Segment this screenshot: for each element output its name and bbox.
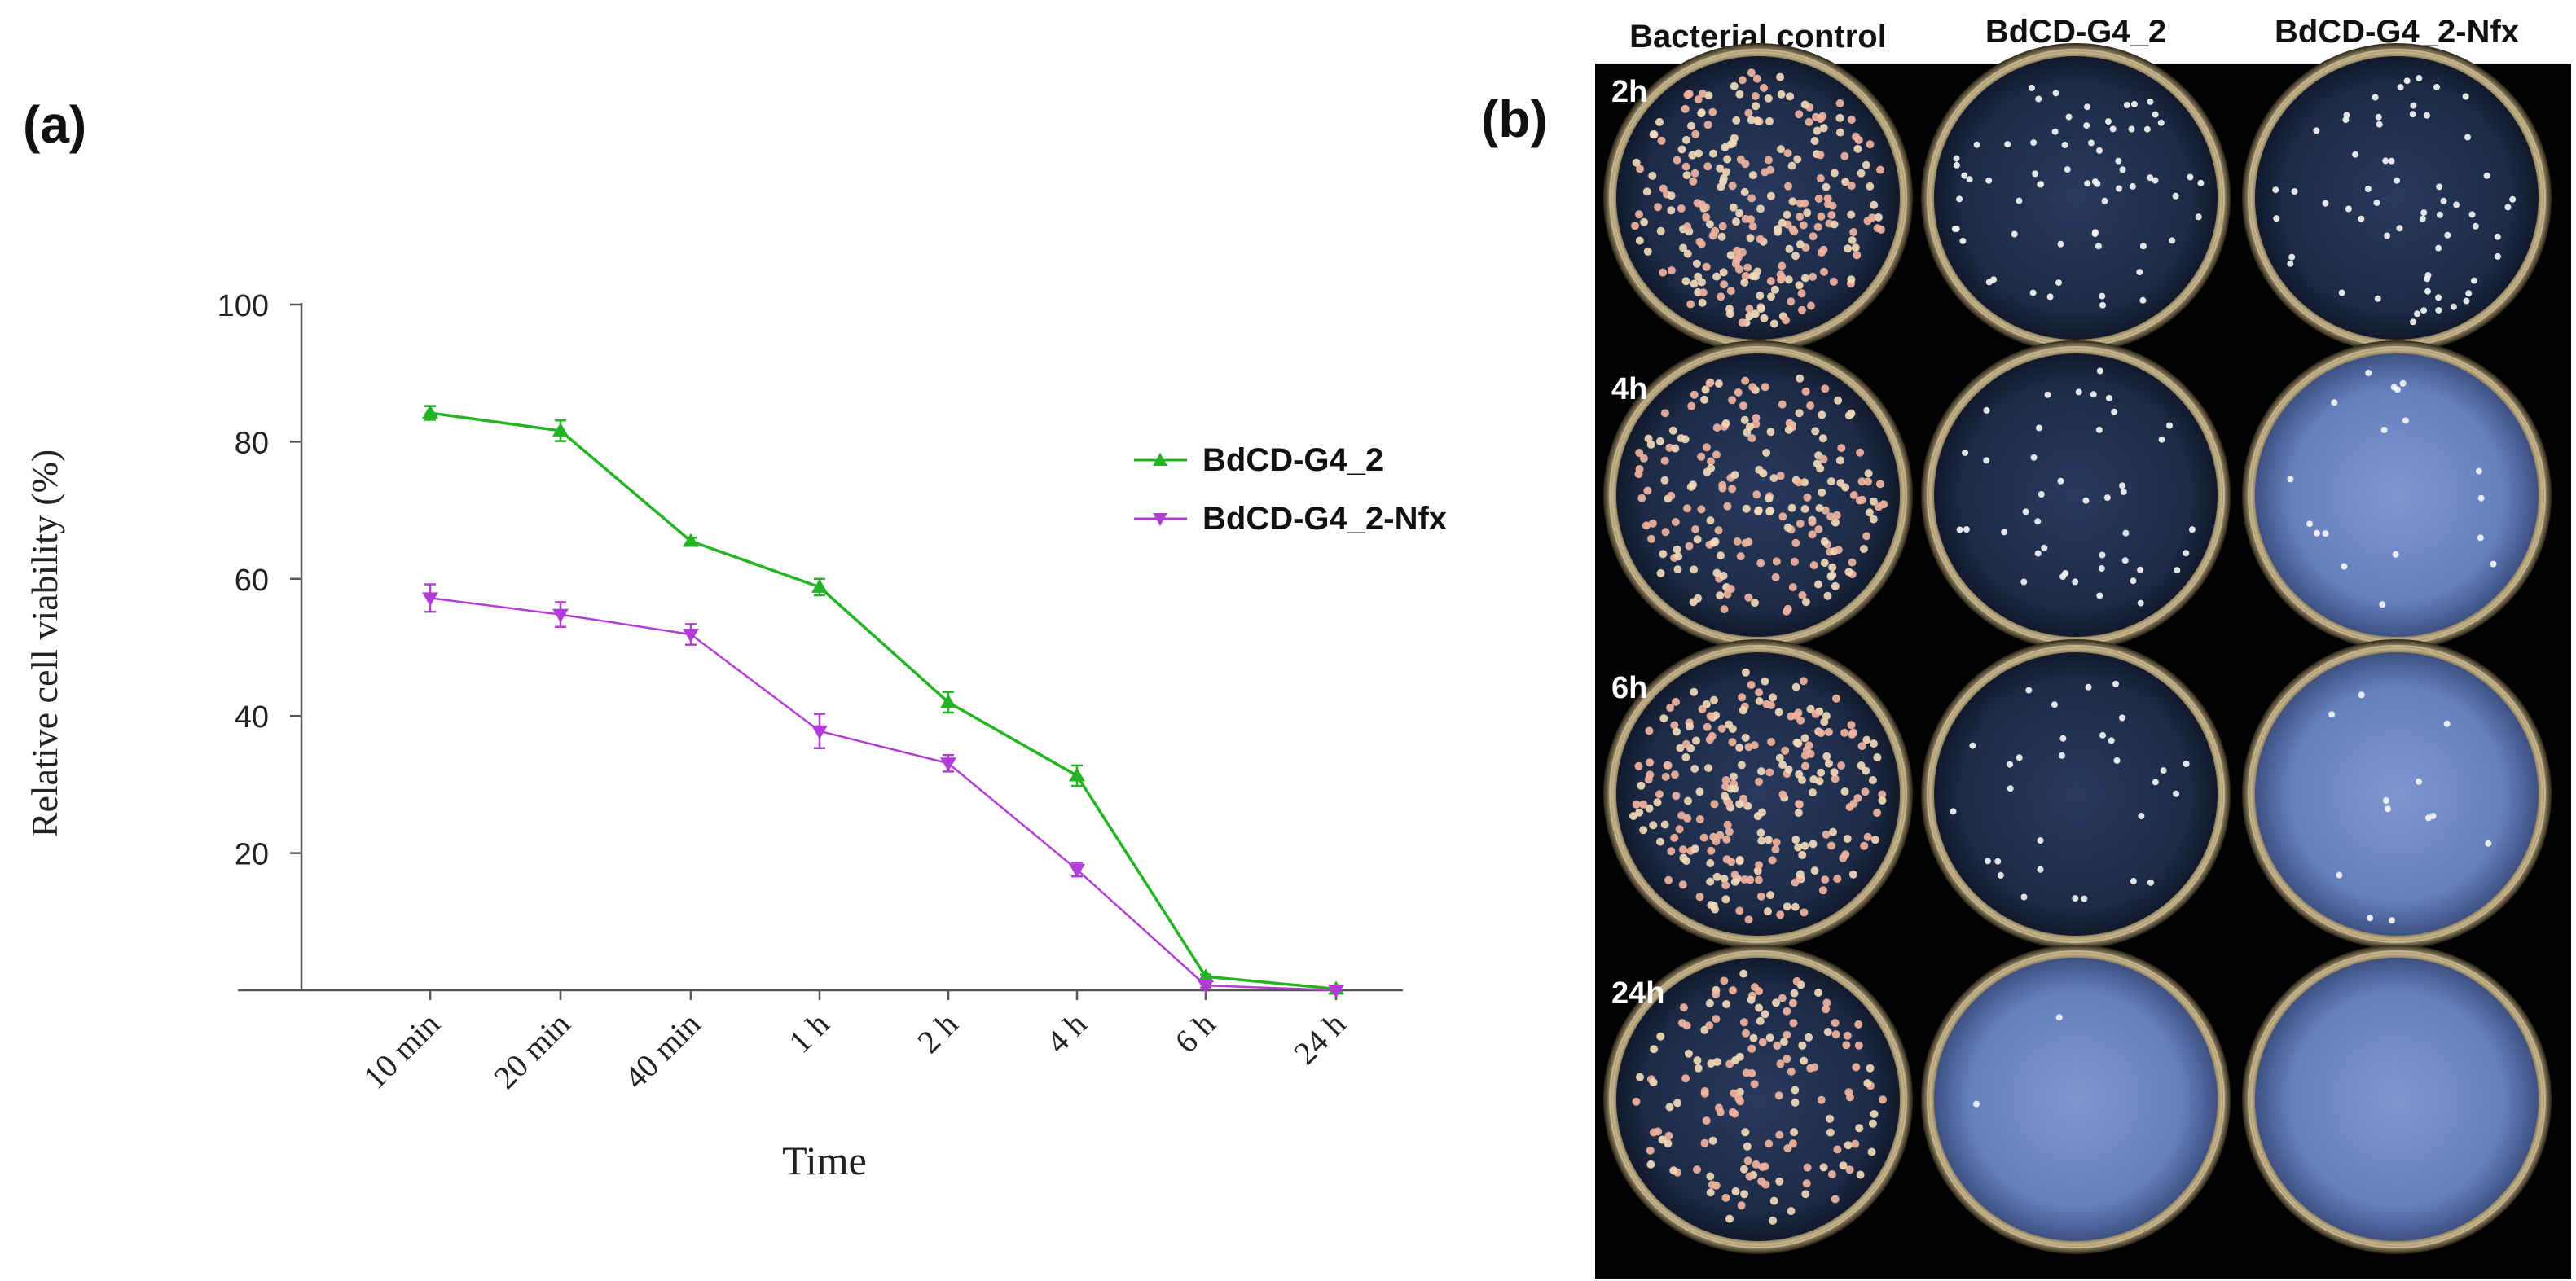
- line-chart: 20 40 60 80 100 10 min 20 min 40 min 1 h 2 h 4 h 6 …: [218, 289, 1403, 1096]
- panel-a-label: (a): [23, 95, 86, 154]
- panel-b-label: (b): [1481, 90, 1548, 148]
- data-point-series-1: [552, 422, 569, 437]
- plate-grid: 2h 4h 6h 24h: [1603, 43, 2552, 1254]
- x-axis-label: Time: [782, 1138, 867, 1183]
- data-point-series-2: [1069, 863, 1085, 878]
- x-tick-label: 24 h: [1286, 1006, 1352, 1072]
- petri-dish: [1921, 945, 2231, 1254]
- y-tick-label: 80: [235, 426, 269, 460]
- petri-dish: [2242, 43, 2552, 353]
- petri-dish: [2242, 639, 2552, 949]
- data-point-series-1: [811, 578, 828, 593]
- data-point-series-2: [422, 592, 438, 607]
- petri-dish: [1603, 340, 1913, 650]
- x-tick-label: 20 min: [486, 1006, 577, 1096]
- legend-marker-series-2: [1153, 513, 1167, 526]
- x-tick-label: 10 min: [356, 1006, 446, 1096]
- petri-dish: [1603, 945, 1913, 1254]
- data-point-series-1: [1069, 767, 1085, 782]
- series-line-1: [429, 411, 1337, 991]
- y-tick-label: 60: [235, 564, 269, 598]
- x-tick-label: 1 h: [781, 1006, 836, 1060]
- x-tick-label: 4 h: [1039, 1006, 1093, 1060]
- legend-marker-series-1: [1153, 453, 1167, 466]
- row-label: 24h: [1611, 976, 1664, 1011]
- data-point-series-2: [552, 608, 569, 623]
- panel-b: (b) Bacterial control BdCD-G4_2 BdCD-G4_…: [1481, 14, 2571, 1279]
- panel-a: (a) 20 40 60 80 100 10 min 20 min 40 min 1 h 2 h 4…: [23, 95, 1447, 1183]
- data-point-series-2: [1328, 985, 1344, 998]
- data-point-series-1: [1198, 968, 1214, 983]
- legend-label-series-2: BdCD-G4_2-Nfx: [1202, 501, 1447, 537]
- row-label: 2h: [1611, 75, 1647, 109]
- y-tick-label: 20: [235, 838, 269, 872]
- data-point-series-2: [940, 757, 956, 772]
- petri-dish: [1603, 43, 1913, 353]
- y-tick-label: 100: [218, 289, 269, 323]
- petri-dish: [1921, 43, 2231, 353]
- chart-legend: BdCD-G4_2 BdCD-G4_2-Nfx: [1134, 442, 1447, 537]
- data-point-series-1: [940, 694, 956, 708]
- data-point-series-1: [422, 405, 438, 419]
- legend-label-series-1: BdCD-G4_2: [1202, 442, 1383, 478]
- data-point-series-1: [683, 533, 699, 547]
- data-point-series-2: [1198, 980, 1214, 994]
- x-tick-label: 40 min: [617, 1006, 707, 1096]
- petri-dish: [2242, 340, 2552, 650]
- row-label: 6h: [1611, 671, 1647, 705]
- petri-dish: [1921, 639, 2231, 949]
- petri-dish: [1921, 340, 2231, 650]
- series-line-2: [429, 597, 1337, 992]
- y-tick-label: 40: [235, 700, 269, 735]
- y-axis-label: Relative cell viability (%): [24, 450, 65, 837]
- row-label: 4h: [1611, 372, 1647, 406]
- data-point-series-2: [683, 629, 699, 643]
- data-point-series-2: [811, 725, 828, 739]
- petri-dish: [2242, 945, 2552, 1254]
- petri-dish: [1603, 639, 1913, 949]
- x-tick-label: 2 h: [910, 1006, 965, 1060]
- x-tick-label: 6 h: [1167, 1006, 1222, 1060]
